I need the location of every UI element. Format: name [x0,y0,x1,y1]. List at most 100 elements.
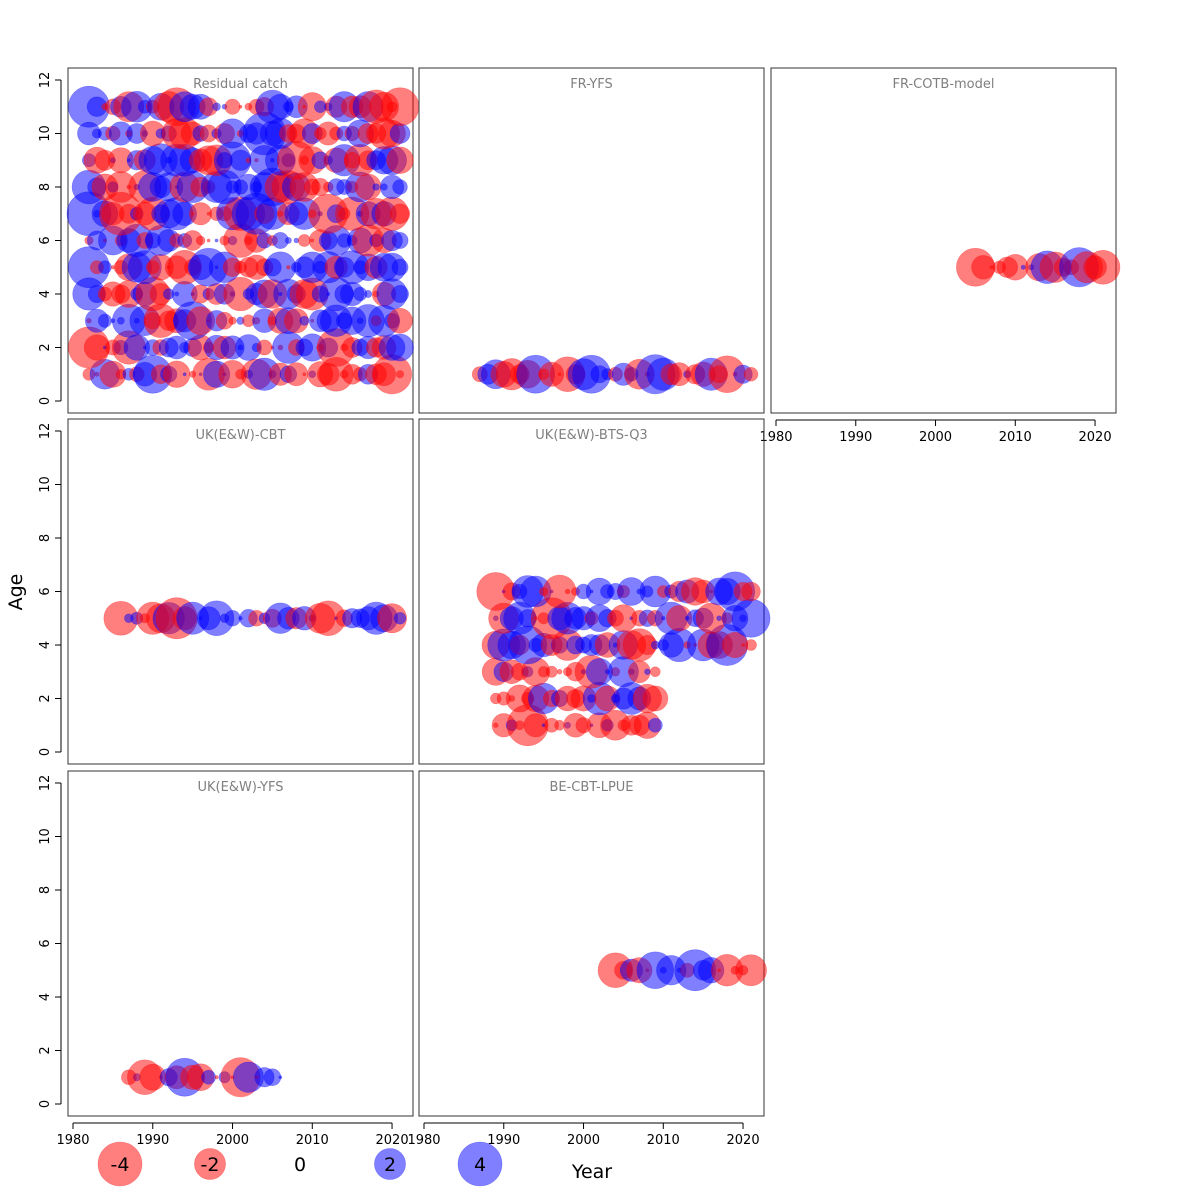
panel-title: UK(E&W)-CBT [195,428,285,443]
panel: Residual catch 0 2 4 6 8 10 12 [38,67,420,414]
legend-bubble [97,1141,143,1187]
residual-bubble [278,1075,283,1080]
bubble-series [121,1057,283,1098]
residual-bubble [386,333,414,362]
residual-bubble [195,235,206,246]
x-tick-label: 2020 [727,1133,760,1148]
residual-bubble [228,316,237,325]
residual-bubble [297,234,311,247]
x-tick-label: 1990 [487,1133,520,1148]
residual-bubble [389,203,411,224]
legend-bubble [374,1148,406,1180]
panel: UK(E&W)-BTS-Q3 [418,418,771,765]
residual-bubble [554,719,565,731]
residual-bubble [741,643,745,647]
residual-bubble [545,665,558,678]
residual-bubble [556,669,563,675]
y-tick-label: 12 [38,775,53,792]
legend-bubble [194,1148,226,1180]
residual-bubble [299,315,310,326]
residual-bubble [212,102,221,111]
bubble-series [471,354,759,395]
residual-bubble [206,238,211,243]
bubble-series [66,85,420,395]
y-tick-label: 6 [38,587,53,595]
residual-bubble [98,260,112,274]
panel: BE-CBT-LPUE 1980 1990 2000 2010 2020 [407,770,767,1148]
legend-bubble [457,1141,503,1187]
residual-bubble [716,615,722,622]
residual-bubble [393,612,407,625]
residual-bubble [214,238,219,243]
residual-bubble [741,581,761,602]
residual-bubble [644,668,651,675]
x-axis-title: Year [571,1161,612,1183]
x-tick-label: 1980 [56,1133,89,1148]
x-tick-label: 2010 [647,1133,680,1148]
x-tick-label: 2010 [296,1133,329,1148]
legend-label: 0 [294,1154,306,1176]
x-tick-label: 2020 [1079,430,1112,445]
residual-bubble [372,183,380,191]
residual-bubble [389,123,411,144]
residual-bubble [650,666,661,678]
residual-bubble [391,232,409,249]
residual-bubble [201,1069,216,1085]
y-tick-label: 10 [38,828,53,845]
residual-bubble [284,237,292,244]
residual-bubble [642,685,669,712]
y-tick-label: 4 [38,290,53,298]
panel-frame [418,67,765,414]
x-tick-label: 1980 [759,430,792,445]
y-tick-label: 12 [38,72,53,89]
residual-bubble [989,265,994,270]
residual-bubble [743,367,759,382]
panels: Residual catch 0 2 4 6 8 10 12 FR-YFS FR-COTB-mod… [38,67,1121,1148]
y-tick-label: 6 [38,939,53,947]
y-tick-label: 0 [38,1100,53,1108]
panel-frame [770,67,1117,414]
y-tick-label: 6 [38,236,53,244]
residual-bubble [542,574,577,609]
y-tick-label: 10 [38,476,53,493]
panel: UK(E&W)-CBT 0 2 4 6 8 10 12 [38,418,414,765]
y-tick-label: 0 [38,397,53,405]
y-axis-title: Age [5,574,27,611]
y-tick-label: 2 [38,343,53,351]
y-tick-label: 8 [38,534,53,542]
panel-frame [418,418,765,765]
y-tick-label: 4 [38,641,53,649]
residual-bubble [182,372,187,377]
y-tick-label: 0 [38,748,53,756]
panel-title: UK(E&W)-YFS [198,780,284,795]
residual-bubble [256,339,273,356]
panel-title: UK(E&W)-BTS-Q3 [535,428,647,443]
residual-bubble [302,372,307,377]
residual-bubble [224,610,241,627]
residual-bubble [391,285,409,303]
residual-bubble [224,98,241,115]
panel-title: BE-CBT-LPUE [549,780,633,795]
x-tick-label: 1990 [136,1133,169,1148]
residual-bubble [647,717,663,733]
residual-bubble [396,370,405,379]
residual-bubble [391,258,409,276]
y-tick-label: 10 [38,125,53,142]
panel-frame [418,770,765,1117]
panel: UK(E&W)-YFS 0 2 4 6 8 10 12 1980 1990 2000 2010 2020 [38,770,414,1148]
residual-bubble [386,146,414,174]
panel-frame [67,770,414,1117]
residual-bubble [564,588,571,595]
residual-bubble [364,290,373,298]
y-tick-label: 8 [38,886,53,894]
legend-label: 4 [474,1154,486,1176]
x-tick-label: 2000 [216,1133,249,1148]
panel-title: FR-COTB-model [892,77,994,92]
residual-bubble [214,1075,219,1080]
panel-title: FR-YFS [570,77,613,92]
residual-bubble [263,1068,282,1086]
residual-bubble [745,639,757,651]
residual-bubble [238,104,243,109]
residual-bubble [380,87,420,127]
